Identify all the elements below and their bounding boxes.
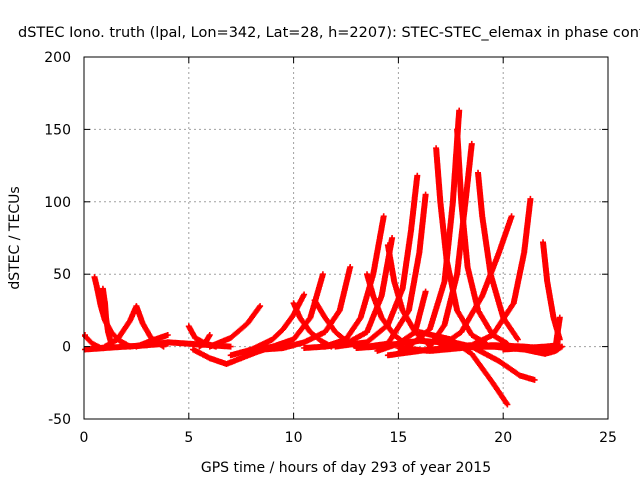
x-tick-label: 5 [184,430,193,446]
data-arc [99,285,115,347]
data-arc [405,107,463,350]
x-axis-label: GPS time / hours of day 293 of year 2015 [201,460,491,476]
y-tick-label: 150 [44,122,71,138]
data-point-markers [531,343,565,357]
x-axis-ticks: 0 5 10 15 20 25 [80,57,617,446]
x-tick-label: 25 [599,430,617,446]
data-point-markers [500,342,563,353]
data-arc [248,271,326,354]
data-arc [206,303,264,350]
data-point-markers [437,213,515,350]
data-arc [426,140,475,350]
data-point-markers [133,332,171,350]
y-axis-label: dSTEC / TECUs [7,186,23,289]
x-tick-label: 20 [494,430,512,446]
y-tick-label: -50 [48,412,71,428]
data-point-markers [374,288,429,354]
data-arc [500,342,563,353]
plot-frame [83,56,609,420]
x-tick-label: 10 [285,430,303,446]
data-point-markers [196,332,213,350]
data-point-markers [248,271,326,354]
y-tick-label: 100 [44,195,71,211]
data-point-markers [206,303,264,350]
y-tick-label: 200 [44,50,71,66]
y-axis-ticks: -50 0 50 100 150 200 [44,50,608,428]
x-tick-label: 0 [80,430,89,446]
y-tick-label: 50 [53,267,71,283]
data-arc [374,288,429,354]
data-arc [531,343,565,357]
data-arc [196,332,213,350]
data-arc [437,213,515,350]
data-point-markers [426,140,475,350]
data-point-markers [99,285,115,347]
y-tick-label: 0 [62,340,71,356]
data-point-markers [332,172,421,350]
data-arc [332,172,421,350]
x-tick-label: 15 [389,430,407,446]
data-point-markers [405,107,463,350]
grid-lines [84,57,608,419]
data-points [82,107,565,408]
chart-title: dSTEC Iono. truth (lpal, Lon=342, Lat=28… [18,25,640,41]
data-arc [133,332,171,350]
